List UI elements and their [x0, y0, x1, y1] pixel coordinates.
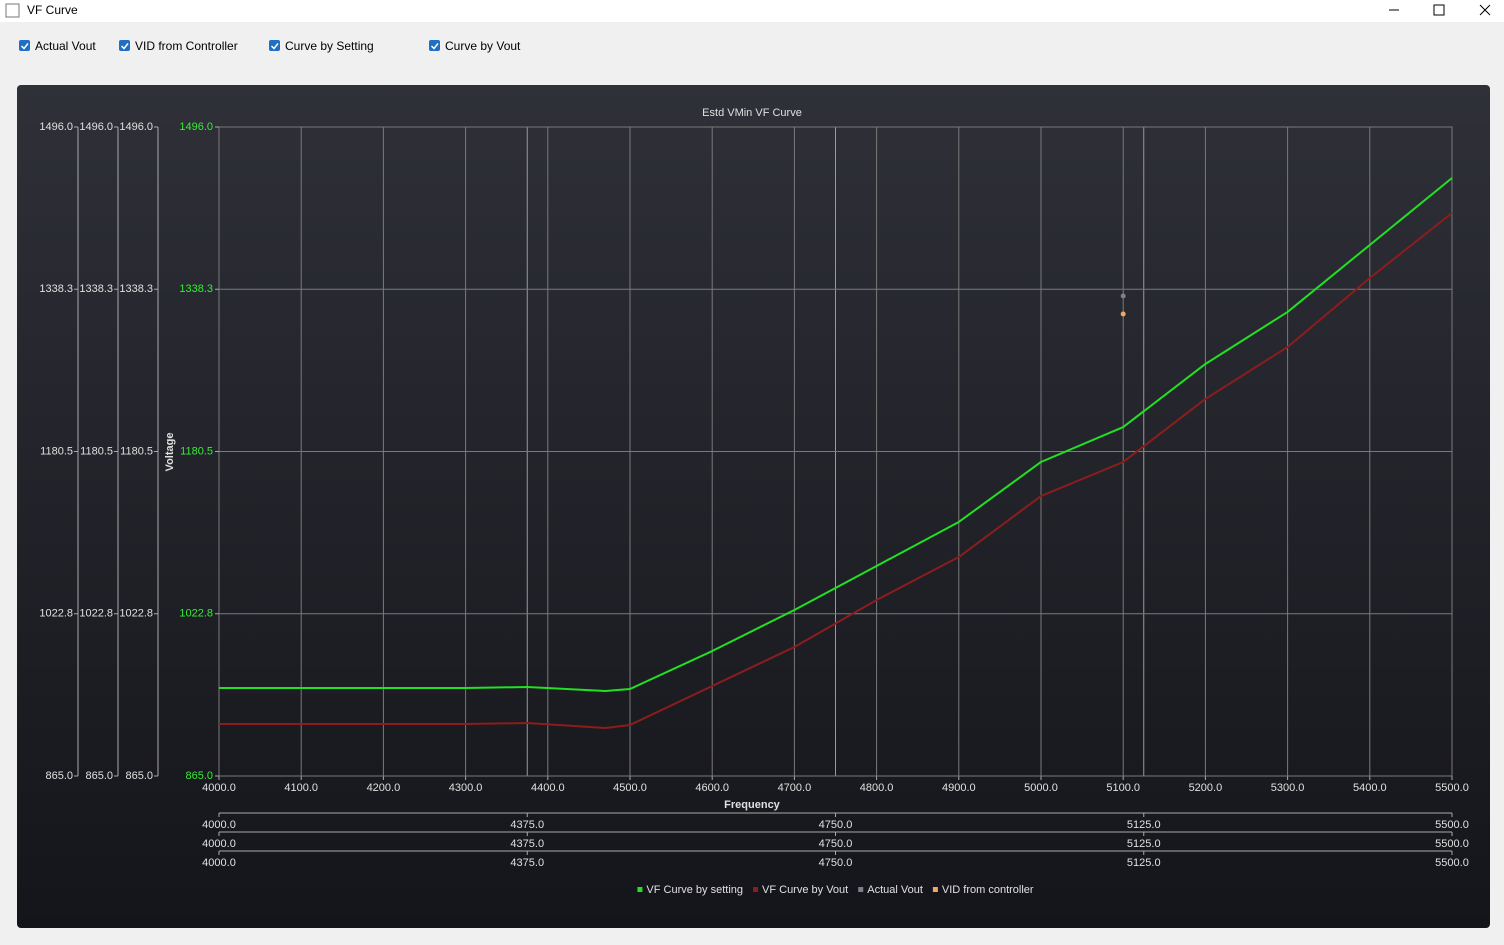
- close-button[interactable]: [1479, 4, 1491, 16]
- x-tick-label: 5100.0: [1106, 782, 1140, 794]
- legend-label: VF Curve by Vout: [762, 884, 848, 896]
- y-tick-label: 1180.5: [40, 445, 73, 457]
- y-tick-label: 1496.0: [179, 121, 213, 133]
- x-tick-label: 5000.0: [1024, 782, 1058, 794]
- x-tick-label: 4000.0: [202, 782, 236, 794]
- x-tick-label: 5500.0: [1435, 857, 1469, 869]
- app-icon: [5, 3, 20, 18]
- x-tick-label: 5400.0: [1353, 782, 1387, 794]
- x-tick-label: 4000.0: [202, 838, 236, 850]
- y-tick-label: 1180.5: [80, 445, 113, 457]
- legend-swatch: [637, 887, 643, 892]
- y-tick-label: 1496.0: [119, 121, 153, 133]
- y-tick-label: 1338.3: [79, 283, 113, 295]
- check-mark: [430, 43, 439, 50]
- legend-label: VID from controller: [942, 884, 1034, 896]
- x-tick-label: 4400.0: [531, 782, 565, 794]
- x-tick-label: 4375.0: [510, 857, 544, 869]
- check-mark: [20, 43, 29, 50]
- y-tick-label: 1180.5: [120, 445, 153, 457]
- x-tick-label: 4000.0: [202, 819, 236, 831]
- check-mark: [120, 43, 129, 50]
- x-tick-label: 4700.0: [778, 782, 812, 794]
- y-tick-label: 1022.8: [119, 608, 153, 620]
- y-tick-label: 1338.3: [119, 283, 153, 295]
- checkbox[interactable]: [269, 40, 280, 51]
- y-tick-label: 1180.5: [180, 445, 213, 457]
- title-bar: [0, 0, 1504, 22]
- window-title: VF Curve: [27, 3, 78, 17]
- x-tick-label: 5500.0: [1435, 782, 1469, 794]
- legend-swatch: [858, 887, 864, 892]
- checkbox-label: Curve by Vout: [445, 39, 521, 53]
- check-mark: [270, 43, 279, 50]
- y-tick-label: 865.0: [185, 770, 213, 782]
- x-tick-label: 5500.0: [1435, 838, 1469, 850]
- x-tick-label: 4000.0: [202, 857, 236, 869]
- x-tick-label: 5200.0: [1189, 782, 1223, 794]
- data-point: [1120, 311, 1126, 317]
- legend-swatch: [753, 887, 759, 892]
- x-tick-label: 4750.0: [819, 838, 853, 850]
- x-tick-label: 4300.0: [449, 782, 483, 794]
- series-line: [219, 212, 1453, 729]
- x-tick-label: 4750.0: [819, 819, 853, 831]
- chart-title: Estd VMin VF Curve: [702, 107, 802, 119]
- x-tick-label: 5125.0: [1127, 857, 1161, 869]
- y-tick-label: 865.0: [125, 770, 153, 782]
- y-axis-label: Voltage: [164, 433, 176, 472]
- y-tick-label: 1022.8: [79, 608, 113, 620]
- data-point: [1120, 293, 1126, 299]
- x-tick-label: 4800.0: [860, 782, 894, 794]
- y-tick-label: 1022.8: [179, 608, 213, 620]
- x-tick-label: 4900.0: [942, 782, 976, 794]
- legend-swatch: [932, 887, 938, 892]
- y-tick-label: 865.0: [45, 770, 73, 782]
- y-tick-label: 1496.0: [39, 121, 73, 133]
- legend-label: Actual Vout: [867, 884, 923, 896]
- series-line: [219, 177, 1453, 693]
- checkbox[interactable]: [429, 40, 440, 51]
- checkbox-label: VID from Controller: [135, 39, 238, 53]
- x-tick-label: 4375.0: [510, 819, 544, 831]
- x-tick-label: 4200.0: [367, 782, 401, 794]
- x-tick-label: 4100.0: [284, 782, 318, 794]
- x-tick-label: 4375.0: [510, 838, 544, 850]
- y-tick-label: 1338.3: [179, 283, 213, 295]
- x-axis-label: Frequency: [724, 799, 781, 811]
- y-tick-label: 865.0: [85, 770, 113, 782]
- x-tick-label: 4600.0: [695, 782, 729, 794]
- y-tick-label: 1496.0: [79, 121, 113, 133]
- x-tick-label: 5300.0: [1271, 782, 1305, 794]
- x-tick-label: 4750.0: [819, 857, 853, 869]
- x-tick-label: 5125.0: [1127, 838, 1161, 850]
- legend-label: VF Curve by setting: [646, 884, 743, 896]
- y-tick-label: 1338.3: [39, 283, 73, 295]
- x-tick-label: 4500.0: [613, 782, 647, 794]
- checkbox-label: Actual Vout: [35, 39, 96, 53]
- legend: VF Curve by setting VF Curve by Vout Actua…: [637, 884, 1034, 896]
- x-tick-label: 5125.0: [1127, 819, 1161, 831]
- checkbox[interactable]: [119, 40, 130, 51]
- y-tick-label: 1022.8: [39, 608, 73, 620]
- checkbox[interactable]: [19, 40, 30, 51]
- checkbox-label: Curve by Setting: [285, 39, 374, 53]
- x-tick-label: 5500.0: [1435, 819, 1469, 831]
- maximize-button[interactable]: [1433, 4, 1445, 16]
